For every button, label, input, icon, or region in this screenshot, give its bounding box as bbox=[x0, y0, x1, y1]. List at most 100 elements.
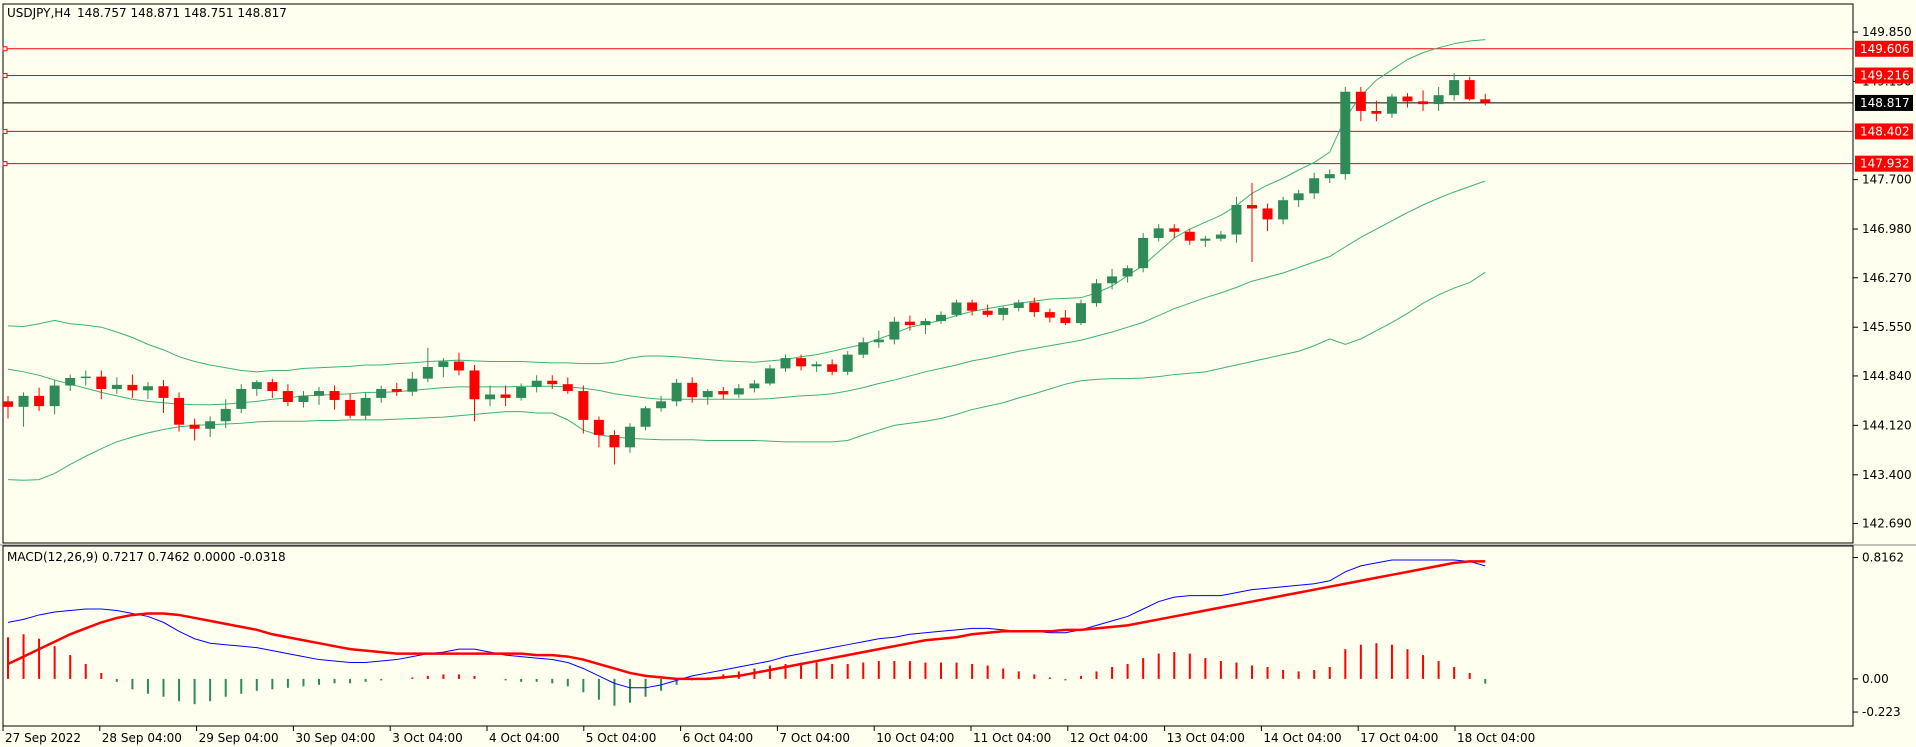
level-handle[interactable] bbox=[2, 46, 8, 52]
candle bbox=[733, 384, 744, 398]
candle-body bbox=[65, 377, 76, 386]
level-price-label: 149.216 bbox=[1860, 69, 1910, 83]
candle bbox=[80, 370, 91, 386]
candle bbox=[858, 337, 869, 359]
time-tick-label: 17 Oct 04:00 bbox=[1360, 731, 1438, 745]
candle-body bbox=[1091, 283, 1102, 304]
candle bbox=[422, 347, 433, 383]
candle bbox=[34, 387, 45, 411]
time-tick-label: 29 Sep 04:00 bbox=[199, 731, 279, 745]
candle bbox=[469, 364, 480, 422]
candle-body bbox=[236, 388, 247, 409]
candle bbox=[562, 377, 573, 394]
candle-body bbox=[1060, 317, 1071, 324]
candle-body bbox=[1433, 95, 1444, 105]
level-handle[interactable] bbox=[2, 73, 8, 79]
candle-body bbox=[1247, 205, 1257, 209]
candle-body bbox=[640, 408, 651, 427]
candle-body bbox=[873, 339, 884, 343]
candle bbox=[811, 361, 822, 372]
candle-body bbox=[982, 310, 993, 315]
candle-body bbox=[609, 434, 620, 448]
candle bbox=[360, 392, 371, 420]
candle-body bbox=[1138, 237, 1149, 269]
candle-body bbox=[267, 382, 278, 392]
candle bbox=[111, 377, 122, 394]
candle bbox=[827, 359, 838, 376]
candle-body bbox=[1464, 80, 1475, 100]
candle-body bbox=[18, 395, 29, 407]
candle-body bbox=[438, 361, 449, 368]
candle bbox=[516, 383, 527, 401]
candle-body bbox=[174, 397, 185, 425]
time-tick-label: 12 Oct 04:00 bbox=[1070, 731, 1148, 745]
candle bbox=[1433, 86, 1444, 111]
candle-body bbox=[780, 358, 791, 369]
candle-body bbox=[314, 391, 324, 396]
candle-body bbox=[220, 408, 231, 422]
time-tick-label: 13 Oct 04:00 bbox=[1167, 731, 1245, 745]
macd-label: MACD(12,26,9) 0.7217 0.7462 0.0000 -0.03… bbox=[7, 550, 286, 564]
candle bbox=[376, 385, 387, 403]
symbol-label: USDJPY,H4 bbox=[7, 6, 71, 20]
candle bbox=[1464, 76, 1475, 101]
candle bbox=[1386, 93, 1397, 118]
candle bbox=[1107, 268, 1118, 290]
candle bbox=[205, 416, 216, 438]
candle bbox=[49, 380, 60, 415]
candle-body bbox=[749, 383, 760, 389]
candle-body bbox=[593, 419, 604, 435]
candle bbox=[1153, 224, 1164, 242]
candle-body bbox=[1324, 174, 1335, 179]
candle bbox=[142, 382, 153, 400]
candle-body bbox=[360, 397, 371, 416]
time-tick-label: 10 Oct 04:00 bbox=[876, 731, 954, 745]
level-handle[interactable] bbox=[2, 128, 8, 134]
current-price-label: 148.817 bbox=[1860, 96, 1910, 110]
candle-body bbox=[376, 388, 387, 398]
candle-body bbox=[345, 399, 356, 416]
candle-body bbox=[1355, 91, 1366, 111]
candle-body bbox=[687, 382, 698, 398]
candle bbox=[1278, 196, 1289, 225]
candle-body bbox=[1215, 234, 1226, 239]
time-tick-label: 11 Oct 04:00 bbox=[973, 731, 1051, 745]
candle bbox=[920, 318, 931, 335]
macd-axis: 0.8162 0.00 -0.223 bbox=[1853, 551, 1904, 719]
candle bbox=[1247, 183, 1257, 262]
candle bbox=[718, 386, 729, 400]
candle-body bbox=[1418, 101, 1429, 105]
candle bbox=[1075, 299, 1086, 326]
candle bbox=[18, 392, 29, 427]
candle bbox=[1324, 169, 1335, 184]
candle bbox=[391, 382, 402, 396]
candle-body bbox=[1153, 228, 1164, 238]
candle-body bbox=[1340, 91, 1351, 175]
candle bbox=[1044, 308, 1055, 323]
time-tick-label: 4 Oct 04:00 bbox=[489, 731, 560, 745]
level-price-label: 149.606 bbox=[1860, 42, 1910, 56]
candle bbox=[671, 378, 682, 407]
candle-body bbox=[1200, 238, 1211, 241]
macd-tick-label: 0.00 bbox=[1862, 672, 1889, 686]
bollinger-bands bbox=[7, 39, 1486, 481]
time-tick-label: 18 Oct 04:00 bbox=[1457, 731, 1535, 745]
candle-body bbox=[407, 378, 418, 392]
candle-body bbox=[920, 321, 931, 326]
price-panel-frame bbox=[2, 3, 1854, 544]
current-price-tag bbox=[1855, 94, 1913, 111]
candle bbox=[220, 399, 231, 429]
level-price-tag bbox=[1855, 123, 1913, 140]
candle bbox=[1122, 265, 1133, 283]
level-handle[interactable] bbox=[2, 161, 8, 167]
candle bbox=[796, 354, 807, 371]
candle bbox=[998, 306, 1009, 321]
candle bbox=[1060, 310, 1071, 326]
candles bbox=[3, 73, 1491, 465]
price-axis: 149.850149.130147.700146.980146.270145.5… bbox=[1853, 25, 1912, 531]
candle bbox=[1309, 172, 1320, 199]
candle-body bbox=[80, 376, 91, 379]
price-tick-label: 147.700 bbox=[1862, 173, 1912, 187]
candle bbox=[1355, 86, 1366, 122]
